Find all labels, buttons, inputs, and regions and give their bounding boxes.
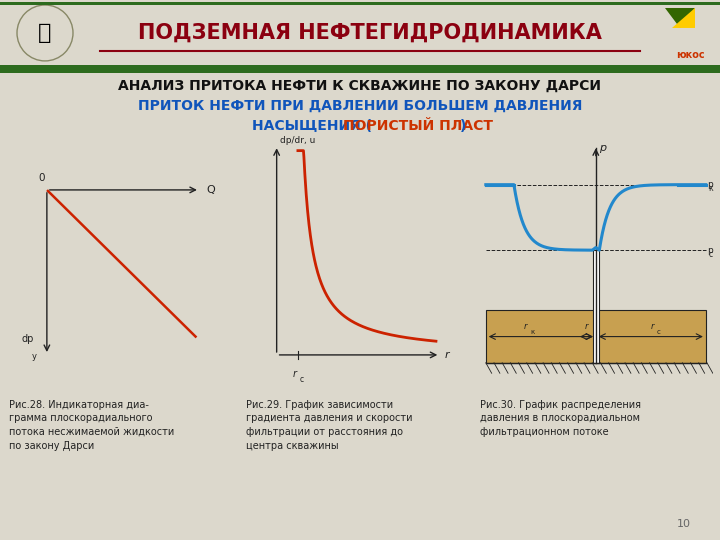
Bar <box>593 250 598 363</box>
Bar <box>0 2 720 5</box>
Text: к: к <box>530 329 534 335</box>
Text: НАСЫЩЕНИЯ (: НАСЫЩЕНИЯ ( <box>253 119 372 133</box>
Bar <box>0 65 720 73</box>
Text: ПОРИСТЫЙ ПЛАСТ: ПОРИСТЫЙ ПЛАСТ <box>343 119 493 133</box>
Text: p: p <box>599 143 606 153</box>
Text: ПОДЗЕМНАЯ НЕФТЕГИДРОДИНАМИКА: ПОДЗЕМНАЯ НЕФТЕГИДРОДИНАМИКА <box>138 23 602 43</box>
Text: r: r <box>524 322 527 330</box>
Text: Q: Q <box>206 185 215 195</box>
Text: r: r <box>585 322 588 330</box>
Text: 10: 10 <box>677 519 691 529</box>
Bar <box>486 310 706 363</box>
Text: ): ) <box>459 119 466 133</box>
Text: r: r <box>293 369 297 379</box>
Text: Рис.29. График зависимости
градиента давления и скорости
фильтрации от расстояни: Рис.29. График зависимости градиента дав… <box>246 400 413 450</box>
Text: dp/dr, u: dp/dr, u <box>280 136 315 145</box>
Text: r: r <box>444 350 449 360</box>
Text: p: p <box>707 180 713 189</box>
Text: Рис.30. График распределения
давления в плоскорадиальном
фильтрационном потоке: Рис.30. График распределения давления в … <box>480 400 642 437</box>
Text: r: r <box>650 322 654 330</box>
Text: с: с <box>708 249 713 259</box>
Text: 🏛: 🏛 <box>38 23 52 43</box>
Text: у: у <box>32 352 37 361</box>
Text: dp: dp <box>22 334 34 344</box>
Text: юкос: юкос <box>675 50 704 60</box>
Text: Рис.28. Индикаторная диа-
грамма плоскорадиального
потока несжимаемой жидкости
п: Рис.28. Индикаторная диа- грамма плоскор… <box>9 400 174 451</box>
Text: с: с <box>657 329 660 335</box>
Text: ПРИТОК НЕФТИ ПРИ ДАВЛЕНИИ БОЛЬШЕМ ДАВЛЕНИЯ: ПРИТОК НЕФТИ ПРИ ДАВЛЕНИИ БОЛЬШЕМ ДАВЛЕН… <box>138 99 582 113</box>
Text: p: p <box>707 246 713 255</box>
Text: 0: 0 <box>38 173 45 183</box>
Text: c: c <box>300 375 304 383</box>
Text: АНАЛИЗ ПРИТОКА НЕФТИ К СКВАЖИНЕ ПО ЗАКОНУ ДАРСИ: АНАЛИЗ ПРИТОКА НЕФТИ К СКВАЖИНЕ ПО ЗАКОН… <box>119 78 601 92</box>
Polygon shape <box>665 8 695 28</box>
Text: к: к <box>708 184 714 193</box>
Polygon shape <box>672 8 695 28</box>
